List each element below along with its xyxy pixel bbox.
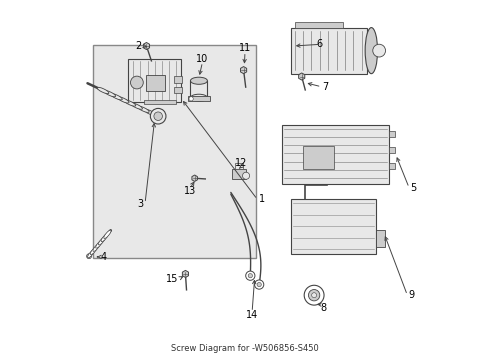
Ellipse shape (97, 87, 109, 94)
Bar (232, 168, 246, 179)
Ellipse shape (104, 90, 116, 97)
Text: 2: 2 (135, 41, 142, 51)
Circle shape (245, 271, 255, 280)
Text: 15: 15 (166, 274, 178, 284)
Circle shape (304, 285, 324, 305)
Ellipse shape (101, 233, 108, 242)
Bar (93, 45, 256, 258)
Ellipse shape (88, 249, 95, 258)
Ellipse shape (365, 28, 378, 74)
Ellipse shape (124, 100, 136, 106)
Text: 8: 8 (320, 303, 326, 313)
Ellipse shape (96, 240, 103, 248)
Ellipse shape (117, 97, 129, 103)
Circle shape (243, 172, 249, 179)
Bar (282, 125, 389, 184)
Text: 3: 3 (137, 199, 143, 209)
Polygon shape (128, 59, 181, 102)
Circle shape (154, 112, 162, 121)
Circle shape (130, 76, 143, 89)
Bar (389, 131, 395, 138)
Text: 14: 14 (246, 310, 258, 320)
Bar (235, 163, 243, 168)
Text: 1: 1 (259, 194, 265, 204)
Text: 4: 4 (101, 252, 107, 262)
Ellipse shape (138, 106, 149, 112)
Circle shape (189, 97, 193, 101)
Circle shape (150, 108, 166, 124)
Polygon shape (192, 175, 197, 181)
Text: 12: 12 (235, 158, 247, 168)
Bar (291, 28, 367, 74)
Text: 9: 9 (408, 290, 414, 300)
Text: 7: 7 (322, 82, 328, 92)
Text: 13: 13 (184, 186, 196, 196)
Circle shape (248, 274, 252, 278)
Ellipse shape (151, 112, 163, 119)
Bar (389, 147, 395, 153)
Bar (291, 199, 376, 255)
Bar (376, 230, 385, 247)
Text: 10: 10 (196, 54, 209, 64)
Circle shape (308, 289, 320, 301)
Bar (294, 22, 343, 28)
Bar (146, 76, 165, 91)
Circle shape (312, 293, 317, 298)
Polygon shape (298, 73, 305, 80)
Ellipse shape (144, 109, 156, 116)
Ellipse shape (104, 230, 111, 238)
Bar (174, 87, 182, 93)
Polygon shape (241, 67, 246, 74)
Ellipse shape (131, 103, 143, 109)
Text: Screw Diagram for -W506856-S450: Screw Diagram for -W506856-S450 (171, 344, 319, 353)
Text: 11: 11 (239, 43, 251, 53)
Bar (188, 96, 210, 101)
Text: 6: 6 (316, 39, 322, 49)
Ellipse shape (98, 237, 106, 245)
Ellipse shape (90, 246, 98, 255)
Circle shape (87, 254, 92, 259)
Circle shape (373, 44, 386, 57)
Ellipse shape (191, 77, 207, 84)
Bar (303, 146, 334, 169)
Ellipse shape (191, 94, 207, 101)
Circle shape (257, 283, 261, 287)
Ellipse shape (111, 94, 122, 100)
Bar (174, 76, 182, 82)
Bar (389, 163, 395, 169)
Bar (144, 100, 176, 104)
Text: 5: 5 (410, 183, 416, 193)
Ellipse shape (93, 243, 100, 251)
Polygon shape (144, 42, 149, 50)
Polygon shape (182, 270, 189, 278)
Circle shape (255, 280, 264, 289)
